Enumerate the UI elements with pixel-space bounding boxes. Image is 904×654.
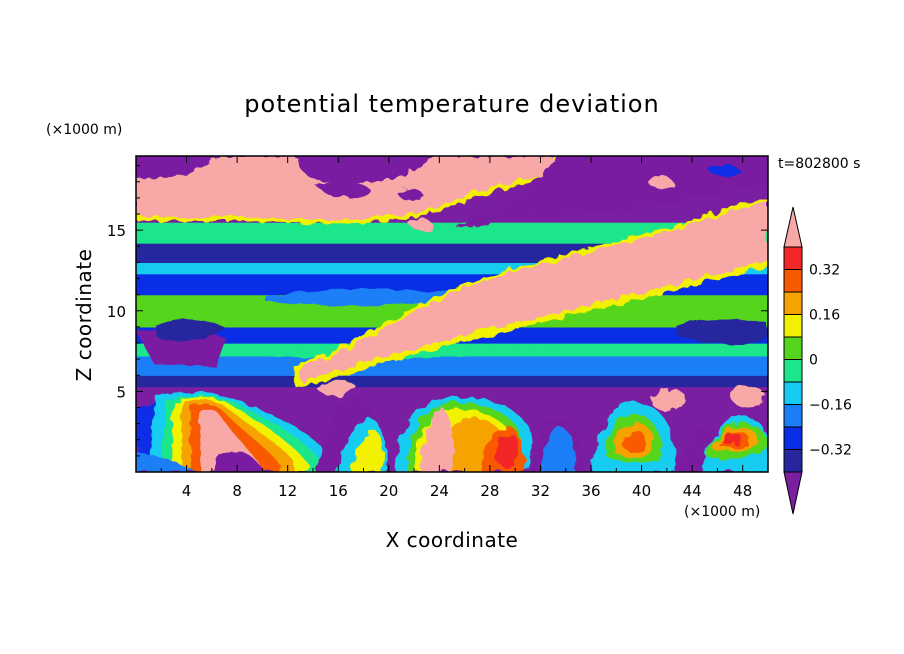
x-tick-label: 16 <box>329 482 348 500</box>
x-tick-label: 40 <box>632 482 651 500</box>
warm-core <box>650 389 685 412</box>
warm-spot <box>416 172 481 188</box>
colorbar-box <box>783 246 803 270</box>
cold-spot <box>706 164 741 177</box>
x-tick-label: 36 <box>581 482 600 500</box>
cool-plume <box>136 451 196 472</box>
colorbar-box <box>783 291 803 315</box>
x-axis-ticks: 4 8 12 16 20 24 28 32 36 40 44 48 <box>160 156 752 500</box>
y-tick-label: 5 <box>116 383 126 401</box>
colorbar-label: −0.16 <box>809 398 852 414</box>
cold-upper <box>136 156 216 179</box>
colorbar-box <box>783 269 803 293</box>
warm-spot <box>646 175 674 189</box>
warm-core <box>421 406 454 472</box>
cold-upper <box>396 188 424 201</box>
colorbar-extend-bottom <box>783 471 803 515</box>
y-tick-label: 10 <box>107 303 126 321</box>
warm-spot <box>408 218 434 231</box>
tilted-warm-band <box>294 198 768 396</box>
colorbar-box <box>783 381 803 405</box>
y-axis-unit: (×1000 m) <box>46 122 122 138</box>
layer-band <box>136 222 768 244</box>
warm-spot <box>316 380 356 396</box>
colorbar-box <box>783 426 803 450</box>
boundary-layer <box>136 385 768 472</box>
x-tick-label: 24 <box>430 482 449 500</box>
warm-core <box>622 430 647 452</box>
layer-band <box>136 262 768 275</box>
x-tick-label: 32 <box>531 482 550 500</box>
warm-core <box>721 434 743 445</box>
x-axis-unit: (×1000 m) <box>684 504 760 520</box>
colorbar: 0.32 0.16 0 −0.16 −0.32 <box>783 206 852 515</box>
colorbar-label: 0.32 <box>809 263 840 279</box>
cold-upper <box>456 156 768 228</box>
cold-pool <box>216 450 266 472</box>
plot-frame <box>135 155 769 473</box>
cold-upper <box>316 182 371 198</box>
layer-band <box>136 375 768 388</box>
x-tick-label: 4 <box>182 482 192 500</box>
y-axis-label: Z coordinate <box>72 249 96 382</box>
cold-blob <box>156 319 226 342</box>
warm-core <box>729 385 766 406</box>
upper-region <box>136 156 768 231</box>
warm-core <box>494 434 520 468</box>
contour-field <box>136 156 768 472</box>
colorbar-box <box>783 314 803 338</box>
colorbar-label: 0.16 <box>809 308 840 324</box>
x-tick-label: 12 <box>278 482 297 500</box>
colorbar-box <box>783 404 803 428</box>
layer-band <box>136 355 768 376</box>
x-tick-label: 28 <box>480 482 499 500</box>
colorbar-label: −0.32 <box>809 443 852 459</box>
warm-plume <box>351 430 383 472</box>
warm-band <box>301 202 768 382</box>
cool-plume <box>541 428 577 472</box>
colorbar-box <box>783 336 803 360</box>
y-tick-label: 15 <box>107 222 126 240</box>
cold-upper <box>296 156 426 185</box>
colorbar-extend-top <box>783 206 803 248</box>
x-tick-label: 48 <box>733 482 752 500</box>
y-axis-ticks: 5 10 15 <box>107 165 768 457</box>
colorbar-box <box>783 359 803 383</box>
x-tick-label: 44 <box>683 482 702 500</box>
cold-blob <box>676 319 768 344</box>
x-tick-label: 20 <box>379 482 398 500</box>
chart-title: potential temperature deviation <box>244 90 659 118</box>
x-tick-label: 8 <box>232 482 242 500</box>
colorbar-label: 0 <box>809 353 818 369</box>
x-axis-label: X coordinate <box>386 528 519 552</box>
colorbar-box <box>783 449 803 473</box>
time-label: t=802800 s <box>778 156 860 172</box>
